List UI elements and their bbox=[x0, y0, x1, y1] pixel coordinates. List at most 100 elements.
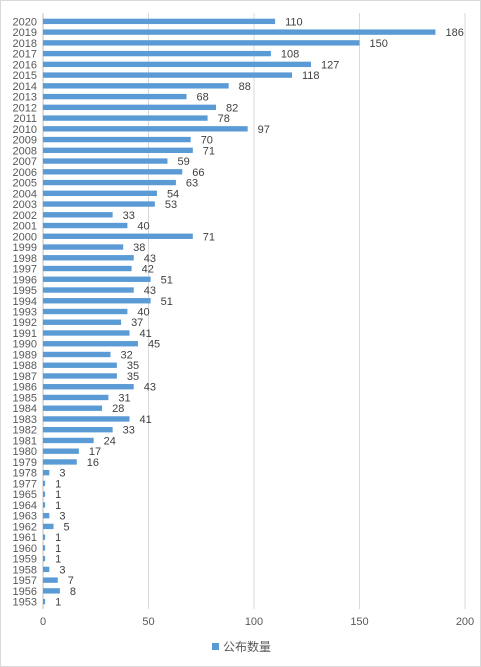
bar bbox=[43, 255, 134, 261]
bar bbox=[43, 469, 50, 476]
bar bbox=[43, 448, 79, 454]
y-tick-label: 1991 bbox=[13, 328, 37, 340]
bar bbox=[43, 566, 50, 573]
y-tick-label: 2017 bbox=[13, 49, 37, 61]
y-tick-label: 1960 bbox=[13, 543, 37, 555]
data-label: 5 bbox=[64, 521, 70, 533]
data-label: 70 bbox=[201, 135, 213, 147]
data-label: 42 bbox=[142, 264, 154, 276]
bar bbox=[43, 222, 128, 229]
y-tick-label: 1985 bbox=[13, 392, 37, 404]
y-tick-label: 1996 bbox=[13, 274, 37, 286]
y-tick-label: 1983 bbox=[13, 414, 37, 426]
data-label: 45 bbox=[148, 339, 160, 351]
bar bbox=[43, 480, 46, 487]
bar bbox=[43, 29, 436, 35]
x-axis-labels: 0 50 100 150 200 bbox=[40, 616, 474, 628]
data-label: 1 bbox=[55, 478, 61, 490]
data-label: 53 bbox=[165, 199, 177, 211]
legend-label: 公布数量 bbox=[223, 639, 271, 654]
x-tick-label: 150 bbox=[350, 616, 368, 628]
bar bbox=[43, 384, 134, 390]
data-label: 63 bbox=[186, 178, 198, 190]
data-label: 82 bbox=[226, 102, 238, 114]
y-axis-labels: 2020201920182017201620152014201320122011… bbox=[13, 16, 37, 608]
data-label: 37 bbox=[131, 317, 143, 329]
y-tick-label: 1979 bbox=[13, 457, 37, 469]
data-label: 150 bbox=[370, 38, 388, 50]
y-tick-label: 1986 bbox=[13, 382, 37, 394]
data-label: 17 bbox=[89, 446, 101, 458]
y-tick-label: 1956 bbox=[13, 586, 37, 598]
bar bbox=[43, 545, 46, 551]
y-tick-label: 1987 bbox=[13, 371, 37, 383]
y-tick-label: 2013 bbox=[13, 92, 37, 104]
bar bbox=[43, 437, 94, 444]
bars bbox=[43, 18, 436, 605]
data-label: 33 bbox=[123, 425, 135, 437]
y-tick-label: 2005 bbox=[13, 178, 37, 190]
y-tick-label: 1993 bbox=[13, 307, 37, 319]
data-label: 186 bbox=[445, 27, 463, 39]
bar bbox=[43, 233, 193, 239]
data-label: 51 bbox=[161, 296, 173, 308]
data-label: 7 bbox=[68, 575, 74, 587]
y-tick-label: 2015 bbox=[13, 70, 37, 82]
y-tick-label: 2004 bbox=[13, 188, 37, 200]
data-label: 43 bbox=[144, 285, 156, 297]
bar bbox=[43, 523, 54, 530]
data-label: 54 bbox=[167, 188, 179, 200]
data-label: 108 bbox=[281, 49, 299, 61]
bar bbox=[43, 40, 360, 46]
bar bbox=[43, 265, 132, 272]
bar bbox=[43, 373, 117, 379]
bar bbox=[43, 534, 46, 540]
y-tick-label: 2012 bbox=[13, 102, 37, 114]
bar bbox=[43, 362, 117, 368]
y-tick-label: 1984 bbox=[13, 403, 37, 415]
data-label: 8 bbox=[70, 586, 76, 598]
bar bbox=[43, 201, 155, 207]
bar bbox=[43, 50, 271, 57]
y-tick-label: 1958 bbox=[13, 564, 37, 576]
data-label: 1 bbox=[55, 500, 61, 512]
bar bbox=[43, 83, 229, 89]
y-tick-label: 2006 bbox=[13, 167, 37, 179]
bar bbox=[43, 179, 176, 186]
data-label: 43 bbox=[144, 253, 156, 265]
data-label: 3 bbox=[59, 564, 65, 576]
bar bbox=[43, 72, 292, 78]
y-tick-label: 1995 bbox=[13, 285, 37, 297]
bar bbox=[43, 93, 187, 100]
data-label: 38 bbox=[133, 242, 145, 254]
data-label: 127 bbox=[321, 59, 339, 71]
x-tick-label: 200 bbox=[456, 616, 474, 628]
y-tick-label: 1962 bbox=[13, 521, 37, 533]
y-tick-label: 2008 bbox=[13, 145, 37, 157]
bar bbox=[43, 18, 276, 25]
data-label: 71 bbox=[203, 231, 215, 243]
bar bbox=[43, 341, 138, 347]
y-tick-label: 2010 bbox=[13, 124, 37, 136]
x-tick-label: 0 bbox=[40, 616, 46, 628]
bar bbox=[43, 276, 151, 282]
y-tick-label: 1997 bbox=[13, 264, 37, 276]
bar bbox=[43, 330, 130, 336]
bar bbox=[43, 416, 130, 422]
data-label: 35 bbox=[127, 371, 139, 383]
y-tick-label: 2003 bbox=[13, 199, 37, 211]
data-label: 24 bbox=[104, 435, 116, 447]
y-tick-label: 1957 bbox=[13, 575, 37, 587]
data-label: 66 bbox=[192, 167, 204, 179]
data-labels: 1101861501081271188868827897707159666354… bbox=[55, 16, 464, 608]
y-tick-label: 1965 bbox=[13, 489, 37, 501]
data-label: 3 bbox=[59, 511, 65, 523]
data-label: 1 bbox=[55, 554, 61, 566]
bar bbox=[43, 491, 46, 497]
data-label: 1 bbox=[55, 597, 61, 609]
data-label: 28 bbox=[112, 403, 124, 415]
bar bbox=[43, 298, 151, 304]
y-tick-label: 1953 bbox=[13, 597, 37, 609]
data-label: 1 bbox=[55, 543, 61, 555]
